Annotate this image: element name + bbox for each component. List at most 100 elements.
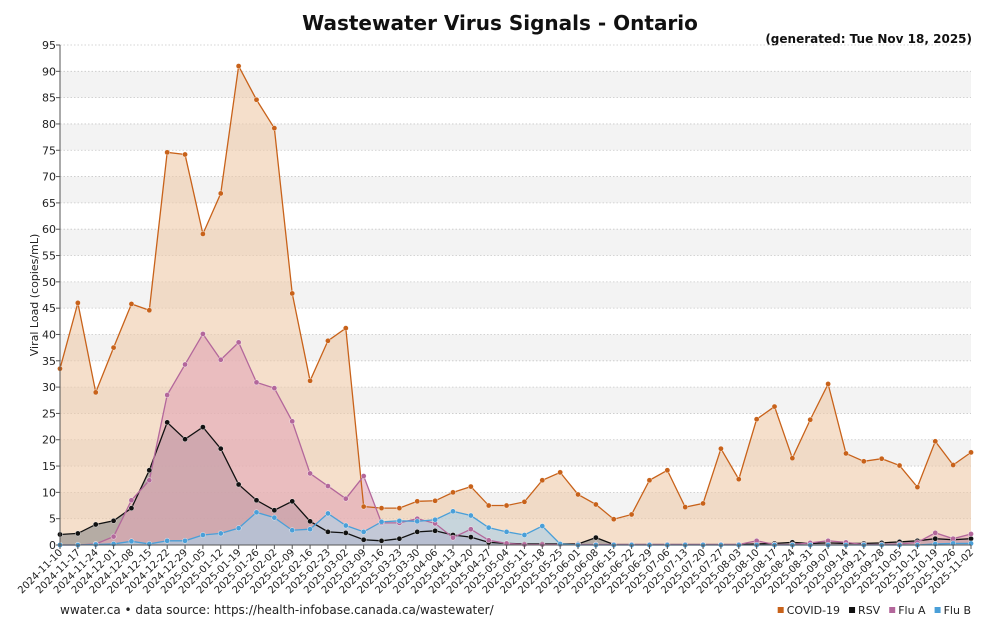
point-flu-b <box>539 523 546 529</box>
y-tick-label: 10 <box>42 486 56 499</box>
point-flu-a <box>146 477 153 484</box>
point-covid-19 <box>360 503 367 510</box>
point-flu-b <box>200 532 206 538</box>
legend-swatch <box>777 607 784 613</box>
point-flu-a <box>950 535 956 542</box>
legend-label: Flu B <box>944 604 971 617</box>
point-flu-a <box>200 331 206 337</box>
point-covid-19 <box>146 307 153 314</box>
point-flu-b <box>378 519 385 525</box>
generated-date: (generated: Tue Nov 18, 2025) <box>765 32 972 46</box>
point-flu-b <box>343 522 349 529</box>
point-covid-19 <box>610 516 617 523</box>
point-covid-19 <box>307 377 313 384</box>
point-flu-b <box>307 526 313 533</box>
grid-band <box>60 176 971 203</box>
axes <box>56 44 972 549</box>
point-covid-19 <box>396 505 403 511</box>
point-rsv <box>253 497 260 504</box>
point-covid-19 <box>164 149 170 156</box>
grid-band <box>60 123 971 151</box>
line-covid-19 <box>59 63 972 520</box>
point-flu-b <box>325 510 331 517</box>
legend: COVID-19 RSV Flu A Flu B <box>777 604 971 617</box>
point-flu-a <box>253 379 260 386</box>
y-tick-label: 25 <box>42 407 56 420</box>
point-flu-b <box>217 530 224 537</box>
point-rsv <box>128 505 135 511</box>
y-tick-label: 55 <box>42 250 56 263</box>
point-rsv <box>414 529 421 535</box>
point-rsv <box>92 521 99 528</box>
point-rsv <box>968 535 974 542</box>
point-covid-19 <box>235 63 242 69</box>
series-areas <box>60 66 971 546</box>
y-tick-labels: 0 5 10 15 20 25 30 35 40 45 50 55 60 65 70 75 80 85 90 95 <box>42 39 56 552</box>
point-rsv <box>271 507 278 514</box>
point-rsv <box>235 481 242 488</box>
point-covid-19 <box>700 500 706 507</box>
point-covid-19 <box>325 337 331 344</box>
point-covid-19 <box>753 416 760 423</box>
point-flu-a <box>110 533 117 540</box>
point-covid-19 <box>468 483 474 490</box>
point-covid-19 <box>896 462 903 469</box>
y-tick-label: 40 <box>42 328 56 341</box>
y-tick-label: 20 <box>42 434 56 447</box>
point-rsv <box>932 535 939 542</box>
point-flu-a <box>307 470 313 477</box>
point-covid-19 <box>503 502 510 509</box>
point-flu-a <box>932 530 939 536</box>
point-covid-19 <box>128 301 135 307</box>
point-covid-19 <box>664 467 671 474</box>
point-flu-a <box>271 385 278 391</box>
point-covid-19 <box>378 505 385 511</box>
point-covid-19 <box>825 381 831 387</box>
point-covid-19 <box>878 455 885 462</box>
point-covid-19 <box>682 504 688 510</box>
y-tick-label: 45 <box>42 302 56 315</box>
point-rsv <box>289 498 296 505</box>
point-flu-b <box>271 514 278 521</box>
point-covid-19 <box>289 290 296 297</box>
point-covid-19 <box>593 501 599 508</box>
legend-item-covid-19: COVID-19 <box>777 604 840 617</box>
point-covid-19 <box>771 403 778 410</box>
point-flu-b <box>432 516 438 523</box>
point-flu-b <box>521 532 528 538</box>
point-flu-b <box>182 537 188 544</box>
y-tick-label: 70 <box>42 171 56 184</box>
point-flu-a <box>968 531 974 537</box>
point-covid-19 <box>432 497 438 504</box>
point-flu-b <box>485 524 492 531</box>
point-flu-a <box>182 361 188 368</box>
point-covid-19 <box>414 498 421 505</box>
point-covid-19 <box>485 502 492 509</box>
footer-source: wwater.ca • data source: https://health-… <box>60 603 495 617</box>
legend-swatch <box>889 607 896 613</box>
point-flu-b <box>503 529 510 535</box>
point-rsv <box>378 537 385 544</box>
point-flu-b <box>235 525 242 531</box>
point-rsv <box>75 530 81 537</box>
point-covid-19 <box>343 325 349 331</box>
point-covid-19 <box>450 489 456 496</box>
point-flu-a <box>468 526 474 533</box>
y-tick-label: 65 <box>42 197 56 210</box>
y-tick-label: 75 <box>42 144 56 157</box>
point-rsv <box>360 536 367 543</box>
point-covid-19 <box>253 96 260 103</box>
legend-label: Flu A <box>898 604 926 617</box>
grid-band <box>60 71 971 98</box>
point-rsv <box>164 419 170 426</box>
point-covid-19 <box>182 151 188 158</box>
point-covid-19 <box>575 491 581 498</box>
legend-item-flu-b: Flu B <box>934 604 971 617</box>
point-covid-19 <box>914 484 921 490</box>
point-flu-a <box>360 473 367 479</box>
point-rsv <box>432 527 438 534</box>
point-flu-b <box>450 508 456 515</box>
series-points <box>57 63 974 548</box>
legend-swatch <box>934 607 941 613</box>
